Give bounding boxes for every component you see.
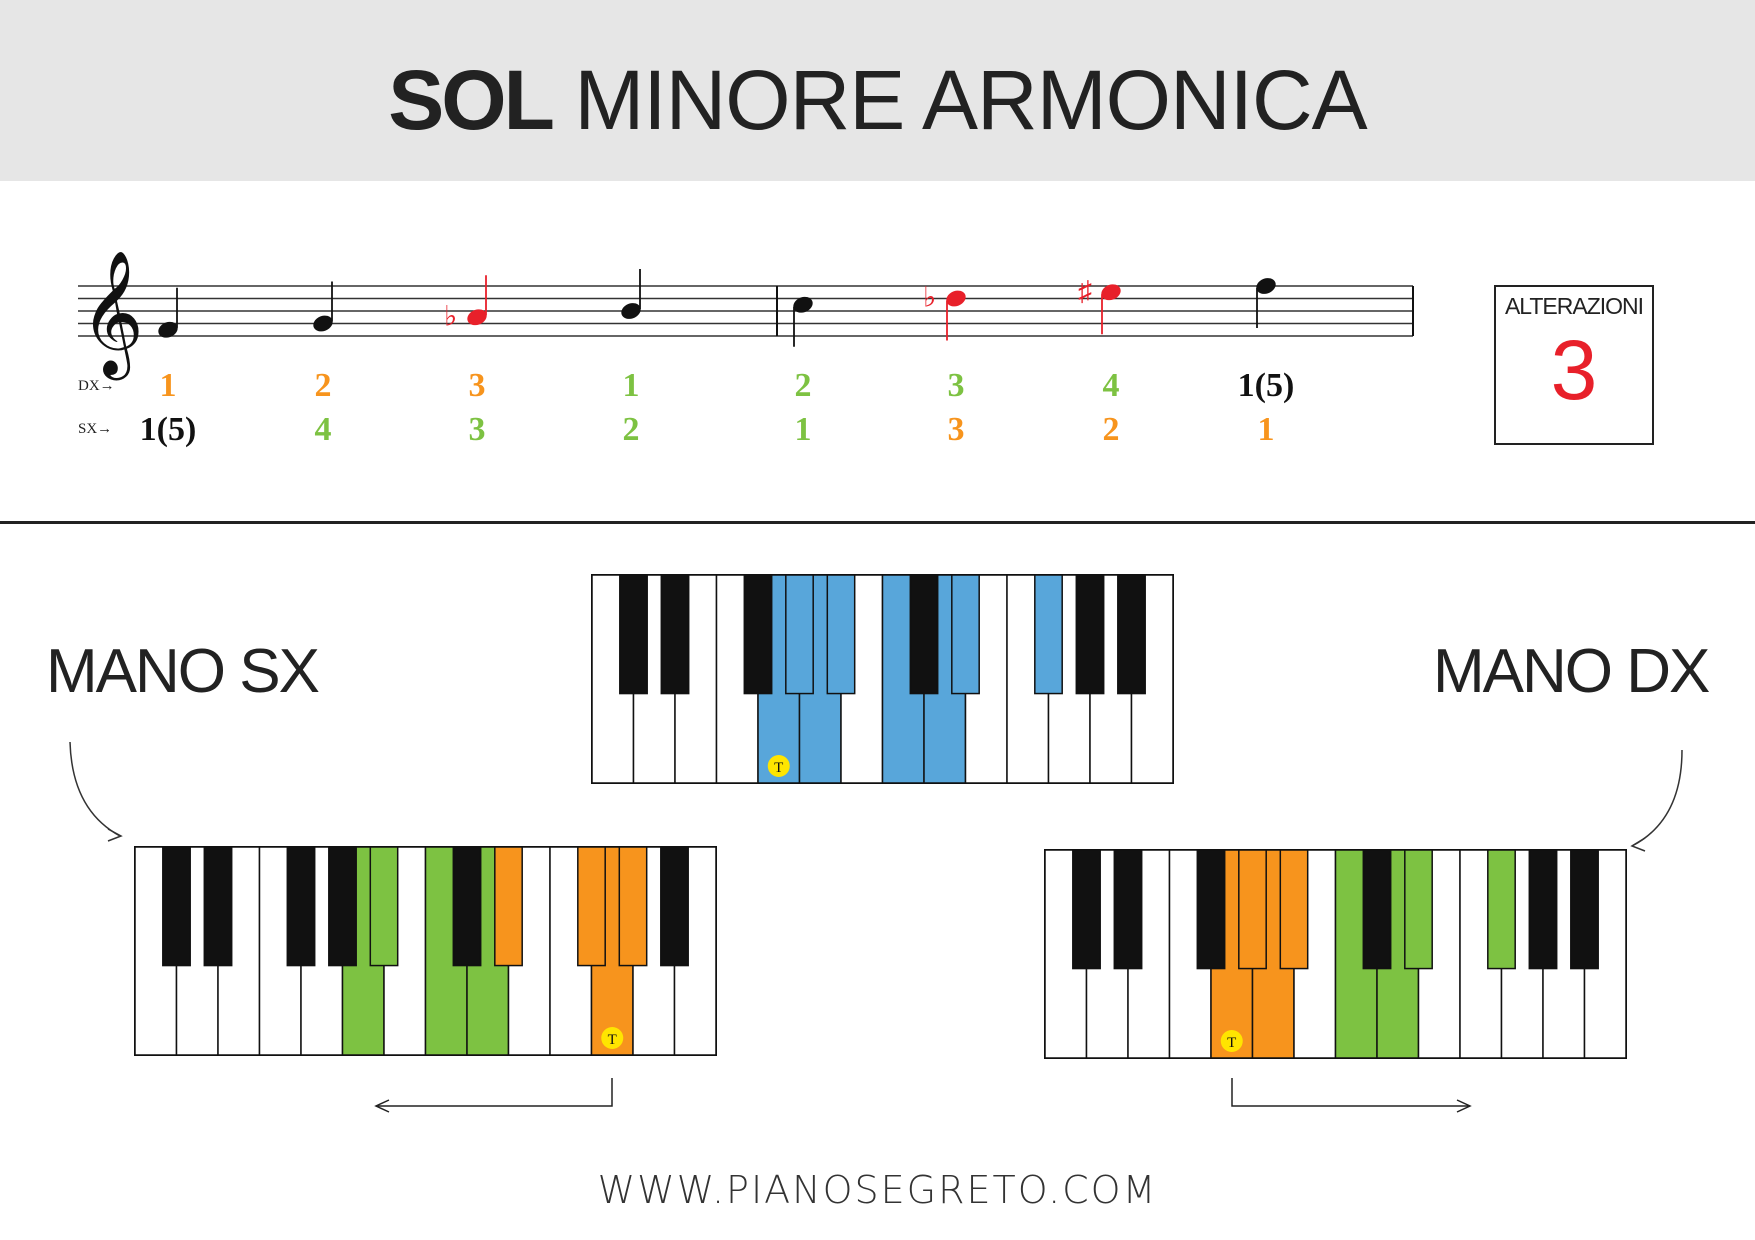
note-head	[946, 290, 966, 307]
left-curve-arrow	[69, 741, 121, 837]
black-key	[369, 846, 399, 967]
alterations-box: ALTERAZIONI 3	[1494, 285, 1654, 445]
note	[793, 296, 813, 347]
dx-finger-number: 3	[948, 367, 965, 404]
black-key	[909, 574, 939, 695]
black-key	[203, 846, 233, 967]
alterations-label: ALTERAZIONI	[1504, 293, 1644, 319]
black-key	[452, 846, 482, 967]
sx-finger-number: 3	[948, 411, 965, 448]
alterations-count: 3	[1550, 323, 1598, 417]
tonic-marker	[767, 755, 790, 777]
black-key	[494, 846, 523, 967]
keyboards-diagram: T T T	[69, 574, 1683, 1113]
black-key	[1404, 849, 1433, 970]
right-curve-arrow	[1631, 749, 1683, 847]
left-direction-arrow	[376, 1078, 613, 1107]
sx-finger-number: 2	[1103, 411, 1120, 448]
dx-finger-number: 2	[795, 367, 812, 404]
treble-clef-icon: 𝄞	[80, 251, 144, 380]
black-key	[1034, 574, 1063, 695]
title-key: SOL	[388, 53, 555, 147]
note-head	[158, 321, 178, 338]
tonic-marker	[1220, 1030, 1243, 1052]
tonic-marker-label: T	[1227, 1035, 1236, 1051]
black-key	[826, 574, 856, 695]
flat-icon: ♭	[444, 301, 457, 332]
black-key	[743, 574, 773, 695]
note: ♭	[923, 283, 966, 341]
black-key	[1075, 574, 1105, 695]
page-title: SOL MINORE ARMONICA	[0, 52, 1755, 148]
right-arrow-head	[1630, 837, 1646, 852]
black-key	[1279, 849, 1309, 970]
black-key	[1362, 849, 1392, 970]
left-hand-keyboard: T	[134, 846, 717, 1056]
dx-finger-number: 1(5)	[1238, 367, 1295, 404]
black-key	[1528, 849, 1558, 970]
black-key	[1570, 849, 1599, 970]
black-key	[1072, 849, 1101, 970]
sx-finger-number: 2	[623, 411, 640, 448]
center-keyboard: T	[591, 574, 1174, 784]
sx-finger-number: 1	[795, 411, 812, 448]
black-key	[660, 846, 689, 967]
sx-finger-number: 3	[469, 411, 486, 448]
dx-row-label: DX→	[78, 378, 115, 394]
note-head	[1101, 284, 1121, 301]
sx-finger-number: 4	[315, 411, 332, 448]
note-head	[1256, 278, 1276, 294]
black-key	[328, 846, 357, 967]
black-key	[1238, 849, 1267, 970]
right-hand-label: MANO DX	[1433, 637, 1710, 706]
dx-finger-number: 3	[469, 367, 486, 404]
dx-finger-number: 1	[160, 367, 177, 404]
black-key	[1117, 574, 1146, 695]
right-direction-arrow-head	[1456, 1099, 1472, 1113]
flat-icon: ♭	[923, 283, 936, 314]
sx-finger-number: 1	[1258, 411, 1275, 448]
note-head	[467, 309, 487, 326]
black-key	[660, 574, 690, 695]
note: ♯	[1078, 276, 1121, 335]
black-key	[286, 846, 316, 967]
left-direction-arrow-head	[374, 1099, 390, 1113]
sx-finger-number: 1(5)	[140, 411, 197, 448]
right-hand-keyboard: T	[1044, 849, 1627, 1059]
note	[313, 281, 333, 332]
header-band	[0, 0, 1755, 181]
black-key	[619, 574, 648, 695]
black-key	[785, 574, 814, 695]
note-head	[621, 303, 641, 319]
black-key	[162, 846, 191, 967]
right-direction-arrow	[1231, 1078, 1470, 1107]
note	[621, 269, 641, 319]
tonic-marker-label: T	[774, 760, 783, 776]
note	[1256, 278, 1276, 328]
note	[158, 287, 178, 338]
left-arrow-head	[107, 828, 123, 842]
footer-url[interactable]: WWW.PIANOSEGRETO.COM	[597, 1168, 1158, 1212]
sharp-icon: ♯	[1078, 276, 1092, 307]
black-key	[618, 846, 648, 967]
staff-and-fingering: 𝄞 ♭ ♭ ♯ DX→ SX→ 1 2 3 1 2 3 4 1(5) 1(5) 4 3 2 1 3 2 1	[78, 251, 1414, 448]
black-key	[1196, 849, 1226, 970]
black-key	[1113, 849, 1143, 970]
title-scale-type: MINORE ARMONICA	[574, 53, 1367, 147]
left-hand-label: MANO SX	[46, 637, 320, 706]
sx-row-label: SX→	[78, 421, 112, 437]
dx-finger-number: 2	[315, 367, 332, 404]
note: ♭	[444, 275, 487, 332]
dx-finger-number: 4	[1103, 367, 1120, 404]
tonic-marker-label: T	[608, 1032, 617, 1048]
note-head	[313, 315, 333, 332]
black-key	[951, 574, 980, 695]
tonic-marker	[601, 1027, 624, 1049]
note-head	[793, 296, 813, 313]
black-key	[577, 846, 606, 967]
section-divider	[0, 521, 1755, 524]
dx-finger-number: 1	[623, 367, 640, 404]
black-key	[1487, 849, 1516, 970]
